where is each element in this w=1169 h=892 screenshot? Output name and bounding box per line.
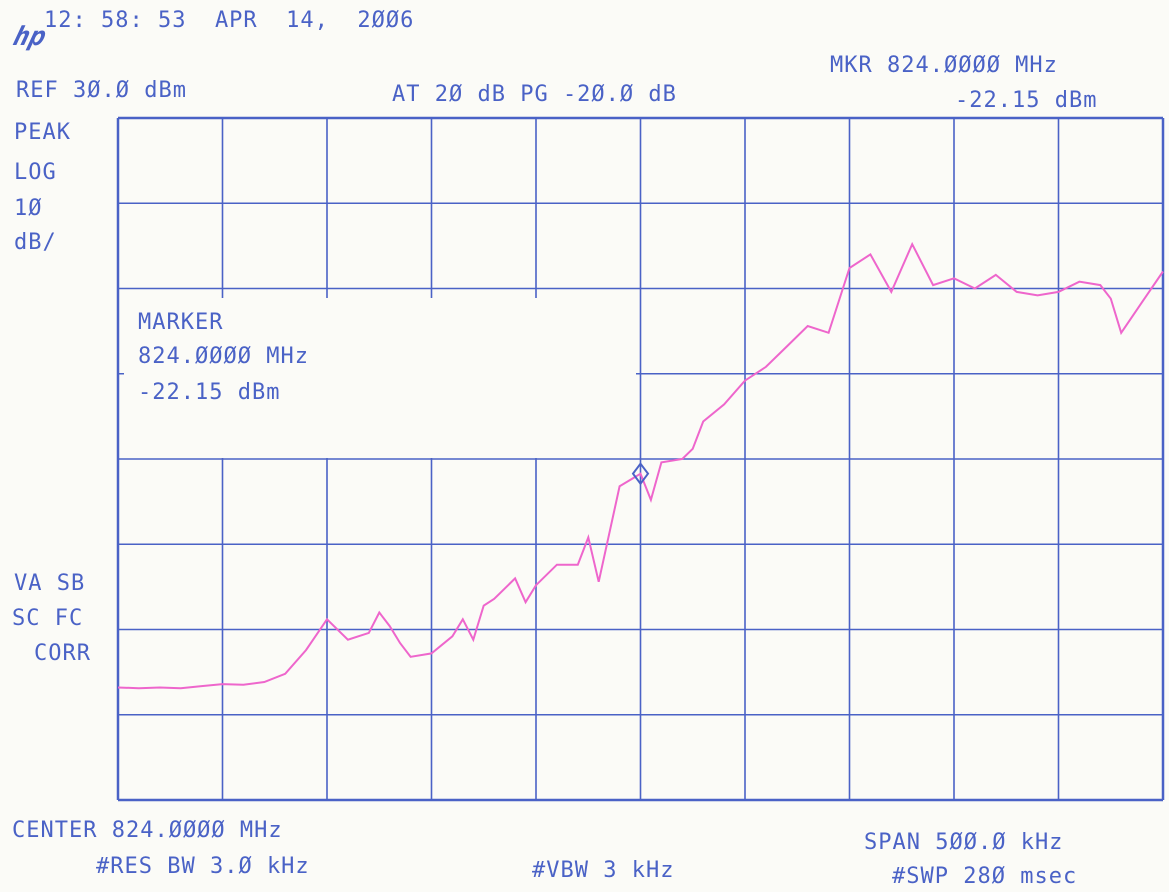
sweep-time: #SWP 28Ø msec bbox=[892, 864, 1078, 889]
marker-freq: 824.ØØØØ MHz bbox=[138, 344, 309, 369]
marker-diamond bbox=[631, 461, 650, 486]
marker-level-readout: -22.15 dBm bbox=[955, 88, 1098, 113]
flags-line-2: SC FC bbox=[12, 606, 84, 631]
scale-value: 1Ø bbox=[14, 196, 43, 221]
marker-title: MARKER bbox=[138, 310, 224, 335]
timestamp: 12: 58: 53 APR 14, 2ØØ6 bbox=[44, 8, 415, 33]
video-bandwidth: #VBW 3 kHz bbox=[532, 858, 675, 883]
attenuation: AT 2Ø dB PG -2Ø.Ø dB bbox=[392, 82, 677, 107]
detector-mode: PEAK bbox=[14, 120, 71, 145]
marker-frequency-readout: MKR 824.ØØØØ MHz bbox=[830, 53, 1058, 78]
marker-readout-box: MARKER 824.ØØØØ MHz -22.15 dBm bbox=[124, 298, 636, 458]
resolution-bandwidth: #RES BW 3.Ø kHz bbox=[96, 854, 310, 879]
trace-line bbox=[117, 241, 1164, 690]
graticule bbox=[116, 116, 1165, 802]
center-frequency: CENTER 824.ØØØØ MHz bbox=[12, 818, 283, 843]
ref-level: REF 3Ø.Ø dBm bbox=[16, 78, 187, 103]
scale-type: LOG bbox=[14, 160, 57, 185]
flags-line-1: VA SB bbox=[14, 571, 86, 596]
marker-level: -22.15 dBm bbox=[138, 380, 281, 405]
scale-unit: dB/ bbox=[14, 230, 57, 255]
flags-line-3: CORR bbox=[34, 641, 91, 666]
span: SPAN 5ØØ.Ø kHz bbox=[864, 830, 1064, 855]
